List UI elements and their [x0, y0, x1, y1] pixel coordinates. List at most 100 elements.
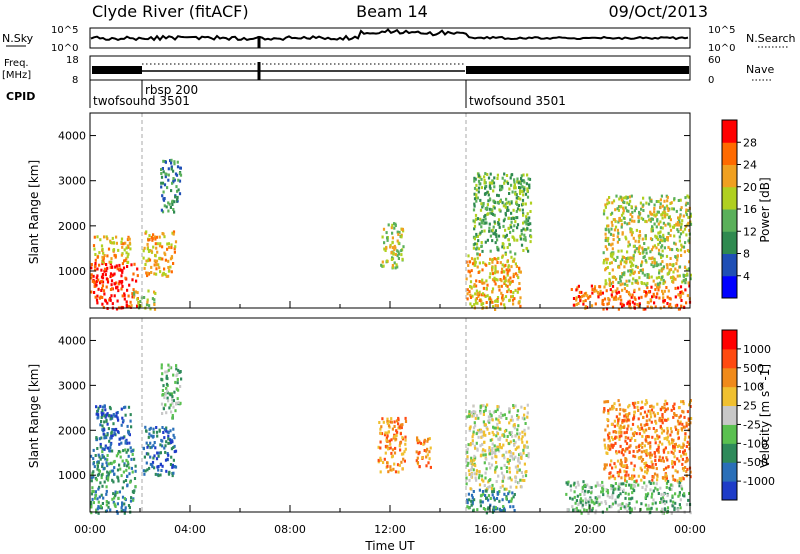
- echo-region: [95, 404, 133, 451]
- time-tick-label: 00:00: [74, 523, 106, 536]
- echo-region: [602, 399, 693, 483]
- freq-panel: Freq. [MHz] 18 8 60 0 Nave: [2, 55, 774, 86]
- power-cells: [90, 158, 693, 311]
- y-tick-label: 3000: [58, 175, 86, 188]
- echo-region: [160, 158, 183, 214]
- colorbar-tick-label: 500: [743, 362, 764, 375]
- colorbar-swatch: [722, 330, 737, 350]
- time-axis-ticks: 00:00 04:00 08:00 12:00 16:00 20:00 00:00: [74, 523, 706, 536]
- power-colorbar-label: Power [dB]: [758, 177, 772, 242]
- y-tick-label: 2000: [58, 220, 86, 233]
- colorbar-swatch: [722, 443, 737, 463]
- noise-tick-bottom-left: 10^0: [51, 43, 78, 54]
- colorbar-tick-label: 28: [743, 136, 757, 149]
- echo-region: [466, 488, 516, 515]
- cpid-entry-2: rbsp 200: [145, 83, 198, 97]
- velocity-colorbar: 1000 500 100 25 -25 -100 -500 -1000: [721, 329, 775, 501]
- colorbar-tick-label: 20: [743, 181, 757, 194]
- colorbar-swatch: [722, 231, 737, 254]
- colorbar-swatch: [722, 209, 737, 232]
- echo-region: [142, 230, 178, 278]
- colorbar-swatch: [722, 481, 737, 501]
- colorbar-swatch: [722, 386, 737, 407]
- freq-tick-top: 18: [66, 55, 79, 66]
- y-tick-label: 2000: [58, 424, 86, 437]
- nsearch-label: N.Search: [746, 32, 796, 45]
- nave-tick-bottom: 0: [708, 75, 714, 86]
- velocity-cells: [90, 363, 693, 515]
- colorbar-tick-label: 16: [743, 203, 757, 216]
- colorbar-tick-label: 4: [743, 270, 750, 283]
- colorbar-swatch: [722, 424, 737, 444]
- colorbar-tick-label: 1000: [743, 343, 771, 356]
- echo-region: [472, 172, 533, 256]
- colorbar-tick-label: -1000: [743, 475, 775, 488]
- freq-unit: [MHz]: [2, 70, 31, 81]
- y-tick-label: 4000: [58, 130, 86, 143]
- colorbar-swatch: [722, 275, 737, 299]
- colorbar-tick-label: 25: [743, 400, 757, 413]
- colorbar-swatch: [722, 348, 737, 369]
- noise-line: [90, 28, 689, 42]
- echo-region: [90, 262, 140, 311]
- noise-tick-top-left: 10^5: [51, 25, 78, 36]
- colorbar-tick-label: -100: [743, 437, 768, 450]
- echo-region: [160, 363, 183, 420]
- colorbar-tick-label: -500: [743, 456, 768, 469]
- echo-region: [92, 235, 132, 265]
- freq-label: Freq.: [4, 58, 29, 69]
- colorbar-tick-label: 100: [743, 381, 764, 394]
- colorbar-tick-label: 24: [743, 159, 757, 172]
- time-tick-label: 16:00: [474, 523, 506, 536]
- power-axis-ticks: 1000 2000 3000 4000: [58, 130, 691, 308]
- nave-label: Nave: [746, 63, 774, 76]
- echo-region: [570, 284, 692, 311]
- echo-region: [602, 194, 693, 287]
- cpid-entry-3: twofsound 3501: [469, 94, 566, 108]
- colorbar-swatch: [722, 405, 737, 425]
- time-tick-label: 20:00: [574, 523, 606, 536]
- y-tick-label: 4000: [58, 334, 86, 347]
- time-tick-label: 04:00: [174, 523, 206, 536]
- echo-region: [415, 436, 432, 469]
- colorbar-swatch: [722, 142, 737, 165]
- cpid-label: CPID: [6, 90, 35, 103]
- echo-region: [90, 448, 137, 515]
- colorbar-swatch: [722, 186, 737, 210]
- velocity-panel: 1000 2000 3000 4000 00:00 04:00 08:00 12:00 16:…: [27, 317, 775, 553]
- power-ylabel: Slant Range [km]: [27, 160, 41, 264]
- echo-region: [465, 253, 522, 311]
- y-tick-label: 3000: [58, 379, 86, 392]
- colorbar-swatch: [722, 164, 737, 188]
- colorbar-swatch: [722, 462, 737, 482]
- freq-tick-bottom: 8: [72, 75, 78, 86]
- station-title: Clyde River (fitACF): [92, 2, 249, 21]
- noise-tick-bottom-right: 10^0: [708, 43, 735, 54]
- echo-region: [377, 416, 408, 474]
- y-tick-label: 1000: [58, 265, 86, 278]
- nsky-label: N.Sky: [2, 32, 34, 45]
- colorbar-swatch: [722, 367, 737, 388]
- colorbar-swatch: [722, 120, 737, 143]
- velocity-ylabel: Slant Range [km]: [27, 364, 41, 468]
- velocity-colorbar-label: Velocity [m s^-1]: [758, 364, 772, 468]
- beam-title: Beam 14: [356, 2, 428, 21]
- colorbar-swatch: [722, 253, 737, 277]
- colorbar-tick-label: 12: [743, 225, 757, 238]
- cpid-entry-1: twofsound 3501: [93, 94, 190, 108]
- echo-region: [565, 479, 692, 515]
- echo-region: [465, 403, 530, 492]
- velocity-axis-ticks: 1000 2000 3000 4000: [58, 334, 691, 512]
- power-colorbar: 4 8 12 16 20 24 28: [721, 119, 757, 299]
- echo-region: [142, 425, 178, 478]
- colorbar-tick-label: -25: [743, 418, 761, 431]
- time-tick-label: 12:00: [374, 523, 406, 536]
- time-xlabel: Time UT: [364, 539, 415, 553]
- echo-region: [380, 222, 405, 270]
- y-tick-label: 1000: [58, 469, 86, 482]
- power-panel: 1000 2000 3000 4000 Slant Range [km] 4 8 12 16…: [27, 112, 772, 311]
- noise-tick-top-right: 10^5: [708, 25, 735, 36]
- cpid-strip: CPID twofsound 3501 rbsp 200 twofsound 3…: [6, 80, 566, 108]
- date-title: 09/Oct/2013: [608, 2, 708, 21]
